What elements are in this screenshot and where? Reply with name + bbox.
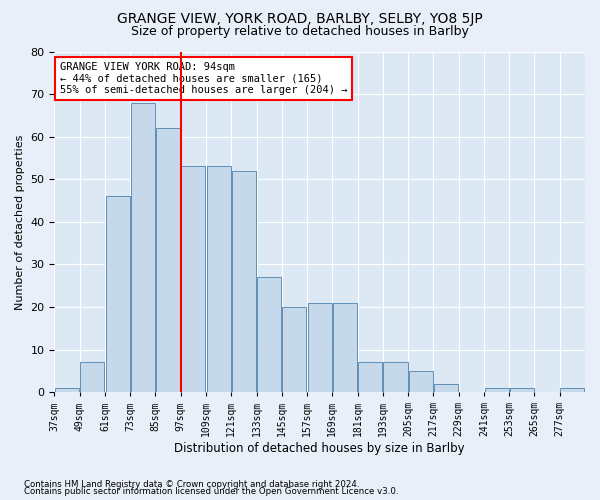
Bar xyxy=(232,170,256,392)
Text: Contains HM Land Registry data © Crown copyright and database right 2024.: Contains HM Land Registry data © Crown c… xyxy=(24,480,359,489)
Bar xyxy=(510,388,534,392)
Bar xyxy=(308,302,332,392)
Bar xyxy=(181,166,205,392)
Bar xyxy=(358,362,382,392)
Bar xyxy=(560,388,584,392)
Bar xyxy=(106,196,130,392)
Text: GRANGE VIEW YORK ROAD: 94sqm
← 44% of detached houses are smaller (165)
55% of s: GRANGE VIEW YORK ROAD: 94sqm ← 44% of de… xyxy=(60,62,347,95)
Bar xyxy=(333,302,357,392)
Bar xyxy=(55,388,79,392)
Bar xyxy=(80,362,104,392)
Bar xyxy=(409,371,433,392)
Text: GRANGE VIEW, YORK ROAD, BARLBY, SELBY, YO8 5JP: GRANGE VIEW, YORK ROAD, BARLBY, SELBY, Y… xyxy=(117,12,483,26)
Bar xyxy=(434,384,458,392)
Bar xyxy=(156,128,180,392)
Bar xyxy=(485,388,509,392)
Text: Contains public sector information licensed under the Open Government Licence v3: Contains public sector information licen… xyxy=(24,487,398,496)
Bar xyxy=(131,102,155,392)
Bar xyxy=(206,166,230,392)
Bar xyxy=(257,277,281,392)
X-axis label: Distribution of detached houses by size in Barlby: Distribution of detached houses by size … xyxy=(175,442,465,455)
Y-axis label: Number of detached properties: Number of detached properties xyxy=(15,134,25,310)
Bar xyxy=(283,307,307,392)
Text: Size of property relative to detached houses in Barlby: Size of property relative to detached ho… xyxy=(131,25,469,38)
Bar xyxy=(383,362,407,392)
